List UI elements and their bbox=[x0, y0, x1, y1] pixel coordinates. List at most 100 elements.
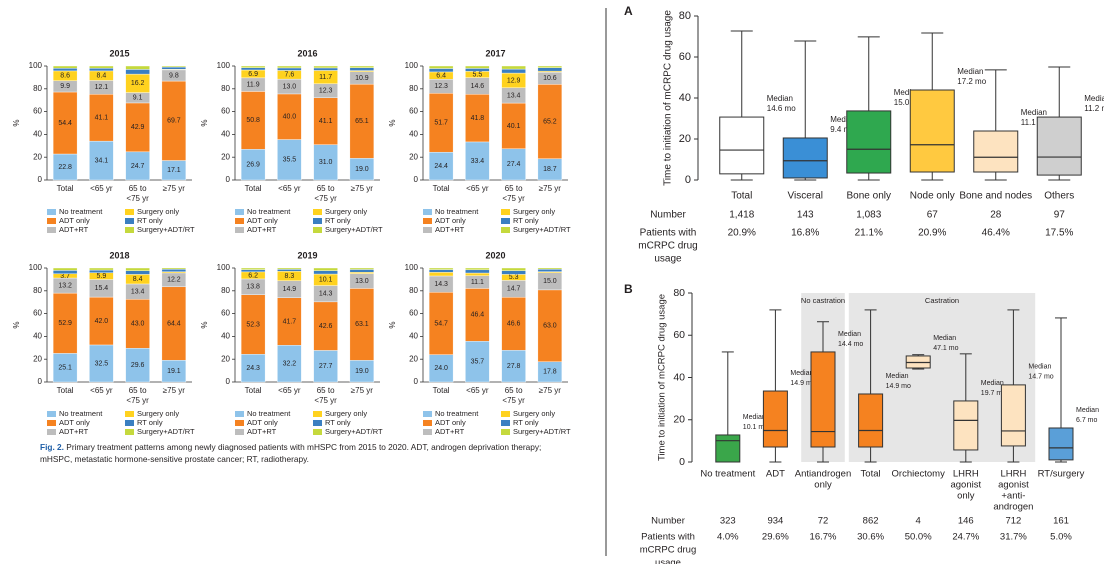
y-tick-label: 60 bbox=[221, 309, 230, 318]
bar-segment bbox=[277, 93, 302, 140]
row-cell: 323 bbox=[720, 516, 736, 527]
bar-segment bbox=[52, 153, 78, 181]
y-tick-label: 0 bbox=[38, 377, 43, 386]
data-label: 13.8 bbox=[246, 284, 260, 291]
data-label: 5.3 bbox=[509, 274, 519, 281]
legend-label: No treatment bbox=[59, 409, 103, 418]
region-label: Castration bbox=[925, 296, 959, 305]
bar-segment bbox=[89, 267, 114, 271]
legend-swatch bbox=[47, 227, 56, 233]
data-label: 14.3 bbox=[434, 281, 448, 288]
legend-label: RT only bbox=[513, 216, 539, 225]
y-tick-label: 80 bbox=[33, 286, 42, 295]
legend-swatch bbox=[235, 209, 244, 215]
bar-segment bbox=[240, 65, 266, 68]
bar-segment bbox=[277, 269, 302, 272]
bar-segment bbox=[537, 67, 563, 72]
y-tick-label: 0 bbox=[414, 175, 419, 184]
row-cell: 712 bbox=[1005, 516, 1021, 527]
x-tick-label: ADT bbox=[766, 469, 785, 480]
data-label: 65.2 bbox=[543, 118, 557, 125]
data-label: 6.9 bbox=[248, 71, 258, 78]
y-tick-label: 60 bbox=[33, 107, 42, 116]
x-tick-label: Visceral bbox=[788, 191, 823, 202]
bar-segment bbox=[161, 66, 187, 70]
box bbox=[762, 390, 788, 448]
bar-segment bbox=[89, 269, 114, 273]
median-word: Median bbox=[767, 94, 793, 103]
data-label: 17.8 bbox=[543, 369, 557, 376]
data-label: 19.0 bbox=[355, 166, 369, 173]
bar-segment bbox=[428, 68, 454, 73]
legend-label: RT only bbox=[325, 216, 351, 225]
median-word: Median bbox=[838, 331, 861, 338]
x-tick-label: 65 to bbox=[505, 386, 523, 395]
data-label: 40.0 bbox=[283, 114, 297, 121]
legend-label: ADT+RT bbox=[435, 225, 465, 234]
x-tick-label: Others bbox=[1044, 191, 1074, 202]
bar-segment bbox=[125, 299, 150, 349]
bar-segment bbox=[501, 148, 526, 181]
y-tick-label: 40 bbox=[679, 92, 691, 104]
data-label: 27.7 bbox=[319, 363, 333, 370]
data-label: 19.1 bbox=[167, 368, 181, 375]
x-tick-label: ≥75 yr bbox=[539, 184, 562, 193]
data-label: 27.4 bbox=[507, 161, 521, 168]
legend-label: ADT+RT bbox=[435, 427, 465, 436]
row-label: mCRPC drug bbox=[638, 241, 697, 252]
data-label: 16.2 bbox=[131, 80, 145, 87]
y-tick-label: 60 bbox=[409, 107, 418, 116]
legend-swatch bbox=[125, 209, 134, 215]
legend-swatch bbox=[501, 411, 510, 417]
row-cell: 4.0% bbox=[717, 532, 739, 543]
data-label: 32.2 bbox=[283, 360, 297, 367]
bar-segment bbox=[465, 269, 490, 274]
legend-swatch bbox=[501, 209, 510, 215]
bar-segment bbox=[428, 65, 454, 69]
y-tick-label: 60 bbox=[221, 107, 230, 116]
median-label: 10.1 mo bbox=[743, 424, 768, 431]
data-label: 19.0 bbox=[355, 368, 369, 375]
bar-segment bbox=[125, 65, 150, 70]
bar-segment bbox=[428, 292, 454, 355]
median-word: Median bbox=[1076, 407, 1099, 414]
legend-swatch bbox=[501, 429, 510, 435]
y-tick-label: 80 bbox=[409, 286, 418, 295]
caption-label: Fig. 2. bbox=[40, 442, 64, 452]
legend-swatch bbox=[47, 429, 56, 435]
data-label: 32.5 bbox=[95, 360, 109, 367]
y-tick-label: 80 bbox=[221, 286, 230, 295]
bar-segment bbox=[537, 289, 563, 362]
y-tick-label: 80 bbox=[673, 287, 685, 299]
bar-segment bbox=[125, 69, 150, 75]
x-tick-label: agonist bbox=[950, 480, 981, 491]
legend-label: No treatment bbox=[435, 409, 479, 418]
data-label: 8.4 bbox=[97, 73, 107, 80]
data-label: 14.6 bbox=[471, 83, 485, 90]
data-label: 26.9 bbox=[246, 162, 260, 169]
row-label: mCRPC drug bbox=[640, 545, 697, 556]
row-cell: 161 bbox=[1053, 516, 1069, 527]
legend-swatch bbox=[313, 429, 322, 435]
median-label: 47.1 mo bbox=[933, 345, 958, 352]
y-tick-label: 20 bbox=[409, 354, 418, 363]
x-tick-label: ≥75 yr bbox=[163, 184, 186, 193]
legend-label: ADT+RT bbox=[247, 225, 277, 234]
legend-label: Surgery only bbox=[513, 409, 555, 418]
y-axis-label: % bbox=[12, 321, 21, 328]
legend-swatch bbox=[125, 218, 134, 224]
data-label: 34.1 bbox=[95, 157, 109, 164]
y-axis-label: Time to initiation of mCRPC drug usage bbox=[657, 294, 668, 461]
legend-label: ADT only bbox=[435, 418, 466, 427]
y-tick-label: 40 bbox=[33, 332, 42, 341]
y-tick-label: 40 bbox=[221, 130, 230, 139]
data-label: 18.7 bbox=[543, 166, 557, 173]
y-tick-label: 0 bbox=[226, 377, 231, 386]
bar-segment bbox=[501, 65, 526, 70]
data-label: 27.8 bbox=[507, 363, 521, 370]
legend-swatch bbox=[235, 429, 244, 435]
y-tick-label: 20 bbox=[33, 152, 42, 161]
row-cell: 29.6% bbox=[762, 532, 789, 543]
legend-swatch bbox=[235, 411, 244, 417]
